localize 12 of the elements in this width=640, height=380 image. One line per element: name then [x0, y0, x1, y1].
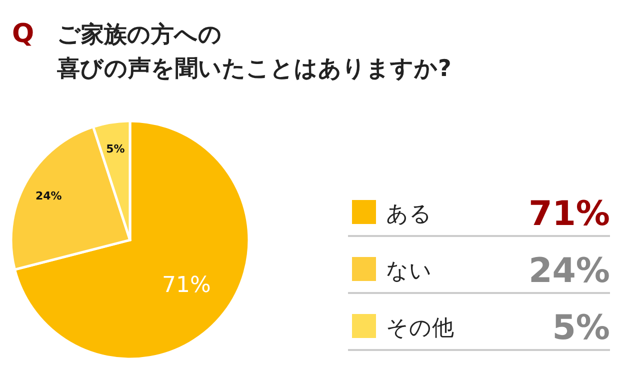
text: 24% — [528, 251, 610, 291]
legend-label: ない — [386, 259, 432, 284]
data-label: 5% — [106, 142, 125, 156]
text: 71% — [528, 194, 610, 234]
chart-subtitle: 喜びの声を聞いたことはありますか? — [56, 56, 452, 82]
text: 5% — [552, 308, 610, 348]
legend-label: その他 — [386, 316, 454, 341]
chart-title: ご家族の方への — [57, 21, 222, 48]
data-label: 24% — [35, 189, 62, 202]
legend-label: ある — [386, 202, 432, 227]
annotation: Q — [12, 19, 34, 49]
data-label: 71% — [162, 272, 211, 298]
